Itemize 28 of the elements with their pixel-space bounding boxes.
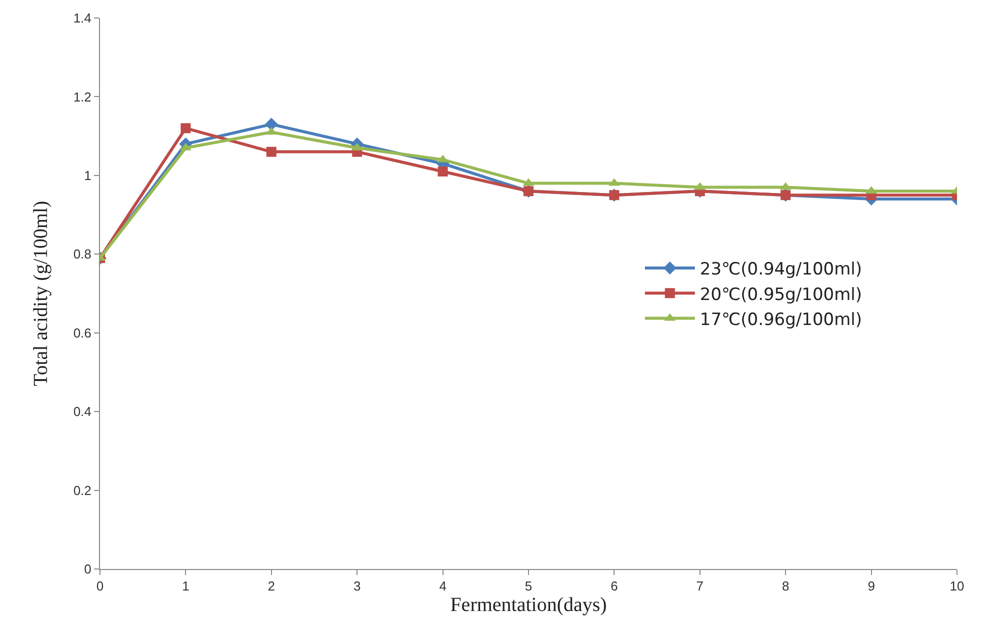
y-tick-label: 1 [84, 168, 92, 183]
x-axis-title: Fermentation(days) [450, 594, 607, 616]
x-tick-label: 3 [353, 578, 361, 594]
x-tick-label: 8 [782, 578, 790, 594]
x-tick-label: 10 [950, 578, 964, 594]
x-tick-label: 9 [868, 578, 875, 594]
legend-label: 23℃(0.94g/100ml) [700, 260, 862, 280]
x-tick-label: 0 [96, 578, 104, 594]
y-tick-label: 0.8 [73, 246, 92, 262]
y-tick-label: 0.2 [73, 482, 92, 498]
y-tick-label: 0.4 [73, 404, 92, 420]
x-tick-label: 2 [268, 578, 276, 594]
point [438, 166, 448, 176]
legend-label: 17℃(0.96g/100ml) [700, 310, 862, 330]
x-tick-label: 6 [610, 578, 618, 594]
point [266, 146, 276, 157]
y-tick-label: 1.4 [73, 10, 92, 26]
y-axis-title: Total acidity (g/100ml) [30, 200, 52, 386]
y-tick-label: 0 [84, 562, 92, 577]
x-tick-label: 5 [524, 578, 532, 594]
y-tick-label: 0.6 [73, 325, 92, 340]
y-tick-label: 1.2 [73, 89, 92, 104]
x-tick-label: 1 [182, 578, 190, 594]
legend-label: 20℃(0.95g/100ml) [700, 284, 862, 305]
x-tick-label: 7 [696, 578, 704, 594]
x-tick-label: 4 [439, 578, 446, 594]
point [180, 123, 191, 134]
point [264, 118, 278, 131]
